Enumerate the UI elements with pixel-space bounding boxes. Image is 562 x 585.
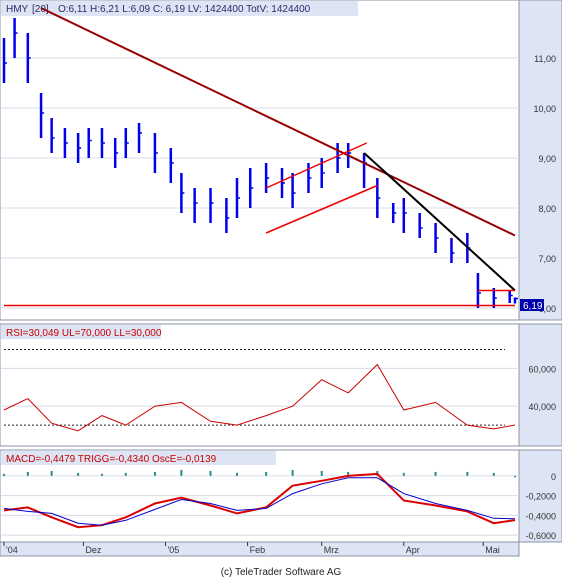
- header-period: [20]: [32, 4, 49, 15]
- last-price-label: 6,19: [523, 301, 543, 312]
- price-y-tick-label: 11,00: [534, 54, 556, 64]
- x-axis-label: Feb: [250, 545, 266, 555]
- rsi-y-tick-label: 60,000: [528, 364, 556, 374]
- macd-series-trigg: [3, 477, 516, 526]
- macd-lines: [3, 472, 516, 529]
- trendline-channel-lower: [265, 184, 378, 234]
- rsi-panel: RSI=30,049 UL=70,000 LL=30,000 40,000 60,…: [0, 323, 562, 447]
- x-axis-bg: [0, 541, 520, 557]
- rsi-header-bg: [1, 325, 161, 339]
- price-header-bg: [1, 1, 358, 16]
- price-y-tick-label: 9,00: [538, 154, 556, 164]
- trendline-short-term-downtrend: [363, 152, 516, 292]
- rsi-axis-bg: [518, 323, 562, 447]
- price-y-tick-label: 10,00: [533, 104, 556, 114]
- macd-grid: [1, 475, 519, 536]
- x-axis-label: Mai: [485, 545, 500, 555]
- macd-header-text: MACD=-0,4479 TRIGG=-0,4340 OscE=-0,0139: [6, 454, 217, 465]
- price-y-tick-labels: 6,00 7,00 8,00 9,00 10,00 11,00: [533, 54, 556, 314]
- price-axis-bg: [518, 0, 562, 321]
- x-axis-label: Mrz: [324, 545, 339, 555]
- header-ohlc-values: O:6,11 H:6,21 L:6,09 C: 6,19 LV: 1424400…: [58, 4, 311, 15]
- price-y-tick-label: 7,00: [538, 254, 556, 264]
- rsi-y-tick-labels: 40,000 60,000: [528, 364, 556, 412]
- macd-y-tick-label: -0,6000: [525, 531, 556, 541]
- trendline-channel-upper: [265, 142, 368, 189]
- macd-series-macd: [3, 472, 516, 529]
- price-panel: HMY [20] O:6,11 H:6,21 L:6,09 C: 6,19 LV…: [0, 0, 562, 321]
- x-axis-labels: '04 Dez '05 Feb Mrz Apr Mai: [3, 542, 500, 555]
- rsi-header-text: RSI=30,049 UL=70,000 LL=30,000: [6, 328, 162, 339]
- macd-y-tick-label: -0,4000: [525, 511, 556, 521]
- x-axis-label: '05: [168, 545, 180, 555]
- trendline-long-term-downtrend: [40, 7, 516, 237]
- price-y-tick-label: 6,00: [538, 304, 556, 314]
- rsi-lines: [3, 363, 516, 432]
- rsi-line: [3, 363, 516, 432]
- price-grid: [1, 57, 519, 309]
- macd-header-bg: [1, 451, 276, 465]
- last-price-marker: [520, 299, 544, 311]
- price-bars: [2, 18, 518, 308]
- rsi-grid: [1, 348, 519, 426]
- price-plot-bg: [0, 0, 520, 321]
- price-trendlines: [4, 7, 516, 307]
- x-axis-label: Dez: [85, 545, 102, 555]
- x-axis-label: Apr: [406, 545, 420, 555]
- macd-panel: MACD=-0,4479 TRIGG=-0,4340 OscE=-0,0139 …: [0, 449, 562, 543]
- macd-y-tick-label: -0,2000: [525, 492, 556, 502]
- header-symbol: HMY: [6, 4, 29, 15]
- x-axis: '04 Dez '05 Feb Mrz Apr Mai: [0, 541, 520, 557]
- x-axis-label: '04: [6, 545, 18, 555]
- macd-y-tick-label: 0: [551, 472, 556, 482]
- footer-copyright: (c) TeleTrader Software AG: [221, 567, 342, 578]
- macd-y-tick-labels: 0 -0,2000 -0,4000 -0,6000: [525, 472, 556, 541]
- rsi-y-tick-label: 40,000: [528, 402, 556, 412]
- macd-axis-bg: [518, 449, 562, 543]
- rsi-plot-bg: [0, 323, 520, 447]
- price-y-tick-label: 8,00: [538, 204, 556, 214]
